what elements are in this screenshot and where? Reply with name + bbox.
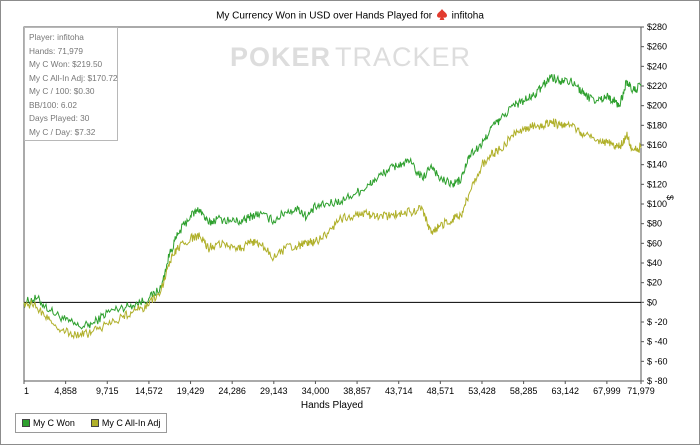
legend-item-won[interactable]: My C Won <box>22 418 75 428</box>
y-tick-label: $100 <box>647 199 667 209</box>
y-tick-label: $ -20 <box>647 317 668 327</box>
x-tick-label: 53,428 <box>468 386 496 396</box>
y-tick-label: $20 <box>647 278 662 288</box>
x-tick-label: 14,572 <box>135 386 163 396</box>
x-tick-label: 38,857 <box>343 386 371 396</box>
x-tick-label: 19,429 <box>177 386 205 396</box>
y-tick-label: $260 <box>647 42 667 52</box>
y-tick-label: $240 <box>647 61 667 71</box>
x-tick-label: 63,142 <box>551 386 579 396</box>
y-tick-label: $80 <box>647 219 662 229</box>
info-allin-adj: My C All-In Adj: $170.72 <box>29 72 118 83</box>
y-tick-label: $60 <box>647 238 662 248</box>
y-tick-label: $ -40 <box>647 337 668 347</box>
info-days-played: Days Played: 30 <box>29 113 90 123</box>
player-name: infitoha <box>451 10 484 22</box>
y-tick-label: $200 <box>647 101 667 111</box>
x-tick-label: 29,143 <box>260 386 288 396</box>
x-tick-label: 34,000 <box>302 386 330 396</box>
info-bb-100: BB/100: 6.02 <box>29 99 77 110</box>
chart-title: My Currency Won in USD over Hands Played… <box>0 9 700 23</box>
stats-info-box: Player: infitoha Hands: 71,979 My C Won:… <box>24 27 118 141</box>
x-axis-label: Hands Played <box>300 400 364 411</box>
legend-label-allin-adj: My C All-In Adj <box>101 418 161 428</box>
legend: My C Won My C All-In Adj <box>15 413 167 433</box>
y-tick-label: $160 <box>647 140 667 150</box>
x-tick-label: 67,999 <box>593 386 621 396</box>
y-tick-label: $220 <box>647 81 667 91</box>
legend-label-won: My C Won <box>33 418 75 428</box>
x-tick-label: 4,858 <box>54 386 77 396</box>
x-tick-label: 58,285 <box>510 386 538 396</box>
y-tick-label: $0 <box>647 297 657 307</box>
x-tick-label: 43,714 <box>385 386 413 396</box>
y-axis-label: $ <box>665 195 675 201</box>
x-tick-label: 24,286 <box>218 386 246 396</box>
y-tick-label: $140 <box>647 160 667 170</box>
y-tick-label: $280 <box>647 22 667 32</box>
y-tick-label: $40 <box>647 258 662 268</box>
info-hands: Hands: 71,979 <box>29 45 83 56</box>
chart-title-text: My Currency Won in USD over Hands Played… <box>216 10 433 22</box>
pokertracker-watermark: POKER TRACKER <box>230 42 472 72</box>
legend-swatch-allin-adj <box>90 419 99 427</box>
y-tick-label: $120 <box>647 179 667 189</box>
info-player: Player: infitoha <box>29 32 84 42</box>
info-per-100: My C / 100: $0.30 <box>29 86 95 96</box>
y-tick-label: $ -80 <box>647 376 668 386</box>
y-tick-label: $ -60 <box>647 356 668 366</box>
x-tick-label: 1 <box>24 386 29 396</box>
series-line-won <box>23 73 642 330</box>
info-won: My C Won: $219.50 <box>29 59 103 69</box>
legend-swatch-won <box>22 419 30 427</box>
x-tick-label: 71,979 <box>627 386 655 396</box>
x-tick-label: 48,571 <box>427 386 455 396</box>
legend-item-allin-adj[interactable]: My C All-In Adj <box>90 418 161 428</box>
series-line-allin-adj <box>23 118 642 340</box>
pokerstars-spade-icon <box>436 9 447 23</box>
info-per-day: My C / Day: $7.32 <box>29 126 96 137</box>
y-tick-label: $180 <box>647 120 667 130</box>
x-tick-label: 9,715 <box>96 386 119 396</box>
